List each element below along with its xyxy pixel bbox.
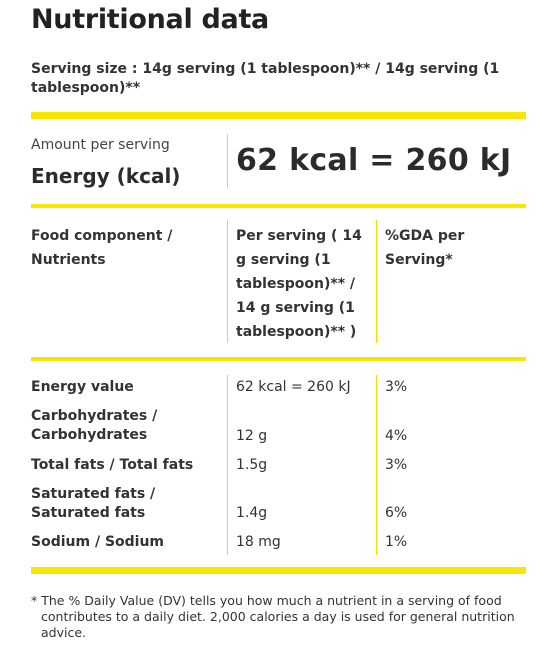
- table-row-name: Saturated fats / Saturated fats: [31, 486, 156, 521]
- header-gda: %GDA per Serving*: [385, 228, 465, 268]
- table-row-gda: 4%: [385, 428, 408, 444]
- header-nutrient: Food component / Nutrients: [31, 228, 173, 268]
- divider-energy: [31, 204, 526, 208]
- table-row-per-serving: 18 mg: [236, 534, 281, 550]
- header-per-serving: Per serving ( 14 g serving (1 tablespoon…: [236, 228, 362, 340]
- divider-bottom: [31, 567, 526, 574]
- page-title: Nutritional data: [31, 4, 269, 35]
- energy-label: Energy (kcal): [31, 164, 181, 188]
- amount-per-serving-label: Amount per serving: [31, 137, 170, 153]
- table-row-name: Total fats / Total fats: [31, 457, 194, 473]
- table-row-per-serving: 12 g: [236, 428, 268, 444]
- divider-top: [31, 112, 526, 119]
- table-row-name: Sodium / Sodium: [31, 534, 165, 550]
- row-divider-2: [376, 375, 377, 555]
- table-row-per-serving: 1.5g: [236, 457, 268, 473]
- header-divider-1: [227, 220, 228, 343]
- row-divider-1: [227, 375, 228, 555]
- footnote: * The % Daily Value (DV) tells you how m…: [31, 593, 515, 640]
- header-divider-2: [376, 220, 377, 343]
- table-row-per-serving: 1.4g: [236, 505, 268, 521]
- table-row-name: Energy value: [31, 379, 134, 395]
- energy-value: 62 kcal = 260 kJ: [236, 143, 512, 178]
- table-row-gda: 6%: [385, 505, 408, 521]
- table-row-per-serving: 62 kcal = 260 kJ: [236, 379, 351, 395]
- energy-divider: [227, 134, 228, 188]
- table-row-gda: 3%: [385, 379, 408, 395]
- divider-header: [31, 357, 526, 361]
- table-row-gda: 1%: [385, 534, 408, 550]
- table-row-name: Carbohydrates / Carbohydrates: [31, 408, 158, 443]
- serving-size: Serving size : 14g serving (1 tablespoon…: [31, 61, 500, 96]
- table-row-gda: 3%: [385, 457, 408, 473]
